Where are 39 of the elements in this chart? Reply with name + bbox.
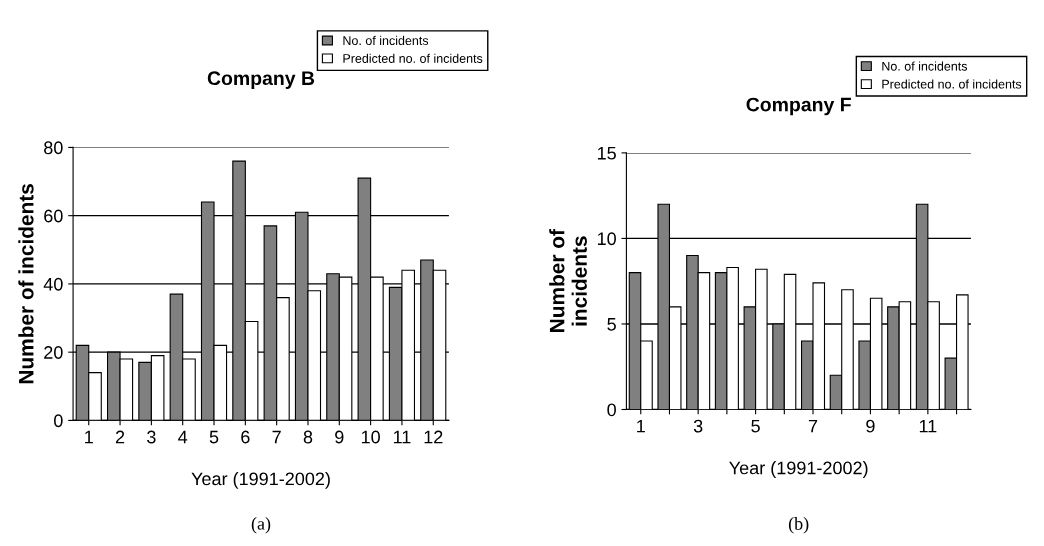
text: (b) [788,517,809,534]
y-axis-title: Number of incidents [18,184,34,384]
y-tick-label: 0 [54,414,63,428]
legend-label: Predicted no. of incidents [343,53,483,63]
y-tick-label: 60 [44,209,63,223]
x-tick-label: 7 [272,430,281,444]
x-tick-label: 2 [115,430,125,444]
y-tick-label: 80 [44,141,63,155]
y-tick-label: 20 [44,346,63,359]
x-tick-label: 5 [209,430,219,444]
x-tick-label: 10 [361,430,380,444]
x-tick-label: 8 [303,430,313,444]
chart-title: Company F [746,97,851,116]
x-tick-label: 9 [866,419,875,433]
y-tick-label: 0 [607,403,616,417]
x-tick-label: 12 [424,430,443,444]
y-tick-label: 5 [607,318,616,331]
x-tick-label: 1 [85,430,93,444]
x-tick-label: 11 [919,419,937,433]
x-tick-label: 6 [241,430,250,444]
x-tick-label: 3 [147,430,156,444]
x-axis-title: Year (1991-2002) [729,461,868,478]
y-axis-title: Number of incidents [549,229,587,332]
y-tick-label: 15 [597,147,616,160]
x-tick-label: 1 [637,419,645,433]
x-tick-label: 9 [335,430,344,444]
x-tick-label: 11 [393,430,411,444]
chart-title: Company B [207,71,315,89]
x-tick-label: 3 [693,419,703,433]
text: (a) [251,517,271,534]
legend-label: Predicted no. of incidents [882,79,1022,89]
x-axis-title: Year (1991-2002) [191,471,330,489]
y-tick-label: 40 [43,277,63,291]
legend-label: No. of incidents [343,35,429,45]
x-tick-label: 4 [178,430,188,444]
x-tick-label: 5 [751,419,760,433]
legend-label: No. of incidents [882,61,968,71]
x-tick-label: 7 [808,419,818,433]
y-tick-label: 10 [597,232,616,246]
